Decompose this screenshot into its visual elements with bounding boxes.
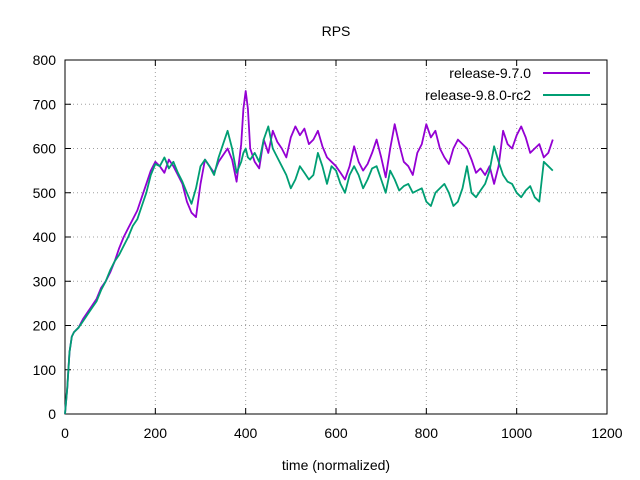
series-line-2 (64, 125, 554, 415)
x-tick-label: 1200 (591, 425, 622, 441)
legend: release-9.7.0 release-9.8.0-rc2 (425, 65, 590, 103)
y-tick-label: 600 (33, 141, 57, 157)
legend-label: release-9.8.0-rc2 (425, 87, 531, 103)
y-tick-label: 400 (33, 229, 57, 245)
x-tick-label: 600 (324, 425, 348, 441)
x-tick-label: 200 (144, 425, 168, 441)
x-tick-label: 0 (61, 425, 69, 441)
x-tick-label: 1000 (501, 425, 532, 441)
x-axis-label: time (normalized) (282, 457, 390, 473)
y-tick-label: 0 (48, 406, 56, 422)
y-tick-label: 800 (33, 52, 57, 68)
axis-ticks: 0 200 400 600 800 1000 1200 0 100 200 300 400 500 600… (33, 52, 623, 441)
legend-label: release-9.7.0 (449, 65, 531, 81)
x-tick-label: 400 (234, 425, 258, 441)
y-tick-label: 500 (33, 185, 57, 201)
y-tick-label: 100 (33, 362, 57, 378)
y-tick-label: 300 (33, 273, 57, 289)
x-tick-label: 800 (415, 425, 439, 441)
series-lines (64, 90, 554, 415)
series-line-1 (64, 90, 554, 415)
y-tick-label: 700 (33, 96, 57, 112)
chart-title: RPS (322, 23, 351, 39)
y-tick-label: 200 (33, 318, 57, 334)
gridlines (65, 60, 607, 414)
